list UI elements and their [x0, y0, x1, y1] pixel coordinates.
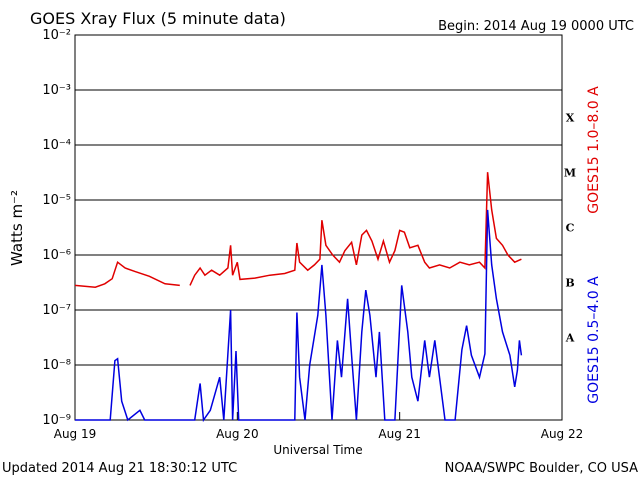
flare-class-label: X [566, 112, 575, 125]
flare-class-label: C [566, 222, 575, 235]
x-tick-label: Aug 22 [541, 427, 584, 441]
flare-class-label: A [565, 332, 575, 345]
x-tick-label: Aug 20 [216, 427, 259, 441]
y-tick-label: 10⁻⁷ [42, 303, 71, 318]
flare-class-label: B [565, 277, 574, 290]
chart-subtitle: Begin: 2014 Aug 19 0000 UTC [438, 19, 634, 34]
series-label: GOES15 0.5–4.0 A [586, 276, 602, 404]
x-tick-label: Aug 21 [378, 427, 421, 441]
x-axis-label: Universal Time [273, 443, 362, 457]
y-tick-label: 10⁻⁴ [42, 138, 71, 153]
footer-right: NOAA/SWPC Boulder, CO USA [445, 461, 638, 476]
y-tick-label: 10⁻⁸ [42, 358, 71, 373]
y-axis-label: Watts m⁻² [8, 190, 26, 266]
y-tick-label: 10⁻⁶ [42, 248, 71, 263]
chart-title: GOES Xray Flux (5 minute data) [30, 9, 286, 28]
flare-class-label: M [564, 167, 576, 180]
y-tick-label: 10⁻⁹ [42, 413, 71, 428]
y-tick-label: 10⁻³ [42, 83, 71, 98]
y-tick-label: 10⁻⁵ [42, 193, 71, 208]
series-line [74, 172, 522, 288]
y-tick-label: 10⁻² [42, 28, 71, 43]
x-tick-label: Aug 19 [54, 427, 97, 441]
series-line [75, 209, 523, 423]
footer-left: Updated 2014 Aug 21 18:30:12 UTC [2, 461, 237, 476]
series-label: GOES15 1.0–8.0 A [586, 86, 602, 214]
